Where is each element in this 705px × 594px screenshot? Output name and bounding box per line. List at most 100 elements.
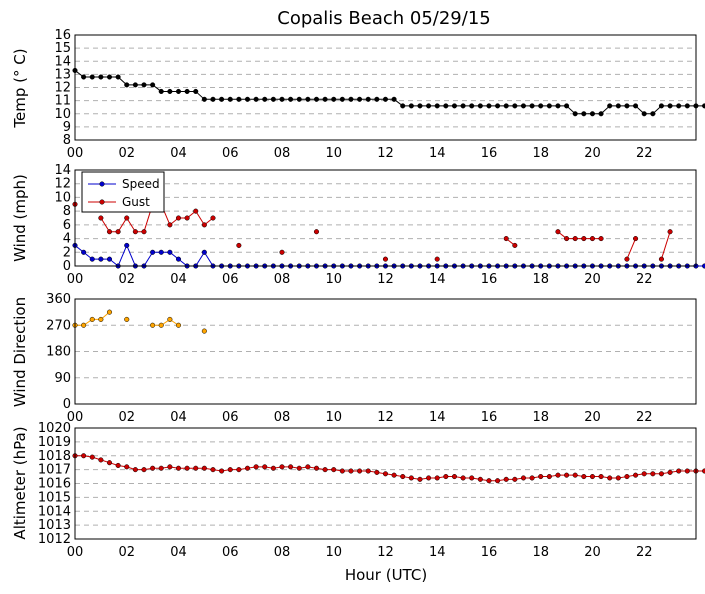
data-point-altimeter: [262, 464, 268, 470]
data-point-wind: [313, 229, 320, 235]
x-tick-label-direction: 18: [532, 410, 549, 425]
data-point-temp: [305, 96, 311, 102]
data-point-altimeter: [382, 471, 389, 477]
series-wind-speed: [72, 242, 705, 269]
data-point-temp: [175, 88, 182, 94]
x-tick-label-temp: 20: [584, 146, 601, 161]
y-tick-label-wind: 2: [63, 245, 71, 260]
data-point-wind: [193, 208, 199, 214]
data-point-wind: [98, 215, 104, 221]
data-point-altimeter: [512, 476, 518, 482]
data-point-altimeter: [650, 471, 656, 477]
x-tick-label-wind: 12: [377, 272, 394, 287]
data-point-temp: [219, 96, 225, 102]
y-tick-label-temp: 10: [54, 107, 71, 122]
data-point-temp: [460, 103, 466, 109]
y-tick-label-wind: 0: [63, 259, 71, 274]
data-point-altimeter: [175, 465, 182, 471]
y-tick-label-altimeter: 1020: [38, 421, 71, 436]
series-direction-0: [72, 309, 207, 334]
y-tick-label-direction: 180: [46, 345, 71, 360]
data-point-altimeter: [227, 467, 233, 473]
x-tick-label-altimeter: 22: [636, 545, 653, 560]
legend-box: [81, 171, 165, 213]
data-point-temp: [115, 74, 121, 80]
data-point-wind: [158, 249, 164, 255]
x-tick-label-direction: 06: [222, 410, 239, 425]
data-point-altimeter: [115, 462, 121, 469]
data-point-temp: [486, 103, 492, 109]
data-point-wind: [589, 236, 596, 242]
data-point-wind: [633, 236, 639, 242]
data-point-temp: [365, 96, 371, 102]
data-point-altimeter: [81, 453, 87, 459]
series-line-wind: [74, 244, 705, 267]
x-tick-label-temp: 02: [118, 146, 135, 161]
x-tick-label-altimeter: 16: [481, 545, 498, 560]
y-tick-label-altimeter: 1019: [38, 435, 71, 450]
y-tick-label-temp: 14: [54, 54, 71, 69]
y-tick-label-temp: 16: [54, 28, 71, 43]
data-point-altimeter: [184, 465, 190, 471]
x-tick-label-temp: 22: [636, 146, 653, 161]
data-point-wind: [175, 256, 182, 262]
data-point-wind: [124, 242, 130, 248]
x-tick-label-temp: 04: [170, 146, 187, 161]
data-point-altimeter: [520, 475, 527, 481]
data-point-altimeter: [106, 460, 113, 466]
data-point-wind: [572, 236, 578, 242]
data-point-altimeter: [546, 474, 552, 480]
data-point-temp: [555, 103, 561, 109]
data-point-temp: [667, 103, 673, 109]
data-point-temp: [184, 88, 190, 94]
data-point-altimeter: [529, 475, 535, 481]
x-tick-label-wind: 04: [170, 272, 187, 287]
data-point-altimeter: [305, 464, 311, 470]
data-point-wind: [106, 256, 113, 262]
x-tick-label-wind: 02: [118, 272, 135, 287]
data-point-temp: [503, 103, 509, 109]
panel-direction: 0 90 180 270 360 00 02 04 06 08 10 12 14 16 18 20 22 Wind…: [11, 292, 697, 425]
data-point-temp: [607, 103, 613, 109]
x-tick-label-temp: 18: [532, 146, 549, 161]
data-point-altimeter: [357, 468, 363, 474]
y-tick-label-wind: 4: [63, 232, 71, 247]
data-point-temp: [253, 96, 259, 102]
data-point-temp: [408, 103, 414, 109]
data-point-altimeter: [296, 465, 302, 471]
series-wind-gust: [72, 201, 673, 262]
data-point-temp: [210, 96, 216, 102]
plot-frame-direction: [74, 298, 697, 405]
data-point-temp: [106, 74, 113, 80]
x-tick-label-temp: 12: [377, 146, 394, 161]
data-point-wind: [624, 256, 630, 262]
series-line-direction: [152, 318, 179, 326]
data-point-altimeter: [365, 468, 371, 474]
data-point-altimeter: [564, 472, 570, 478]
data-point-temp: [417, 103, 423, 109]
legend-marker-gust: [99, 199, 105, 205]
plot-frame-wind: [74, 169, 697, 267]
data-point-temp: [288, 96, 294, 102]
x-tick-label-direction: 20: [584, 410, 601, 425]
data-point-temp: [227, 96, 233, 102]
y-tick-label-altimeter: 1017: [38, 463, 71, 478]
data-point-wind: [658, 256, 664, 262]
data-point-temp: [529, 103, 535, 109]
data-point-wind: [503, 236, 509, 242]
data-point-altimeter: [667, 469, 673, 475]
y-tick-label-altimeter: 1012: [38, 532, 71, 547]
x-tick-label-direction: 14: [429, 410, 446, 425]
data-point-altimeter: [451, 474, 458, 480]
data-point-altimeter: [658, 471, 664, 477]
y-axis-label-wind: Wind (mph): [11, 174, 29, 262]
data-point-temp: [244, 96, 251, 102]
data-point-altimeter: [331, 467, 337, 473]
data-point-temp: [313, 96, 320, 102]
y-tick-label-temp: 13: [54, 67, 71, 82]
y-tick-label-temp: 8: [63, 133, 71, 148]
data-point-altimeter: [624, 474, 630, 480]
data-point-temp: [546, 103, 552, 109]
